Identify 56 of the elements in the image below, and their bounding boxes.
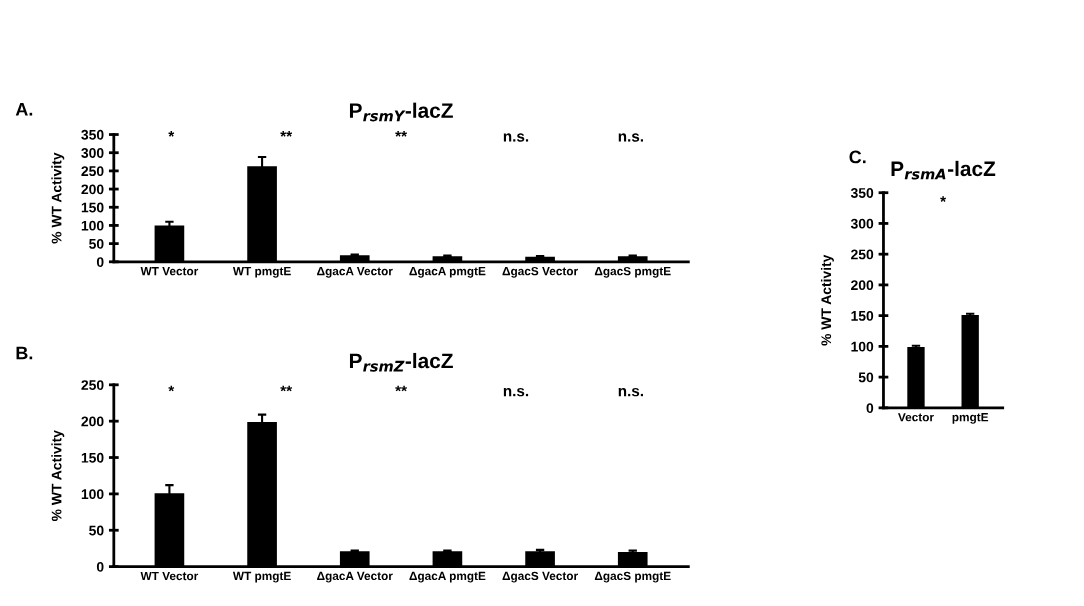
y-tick-label: 200 xyxy=(851,280,874,291)
y-tick-label: 100 xyxy=(81,220,104,231)
y-axis-title: % WT Activity xyxy=(820,254,834,346)
x-tick-label: WT pmgtE xyxy=(232,571,291,583)
y-tick-label: 350 xyxy=(81,129,104,140)
annotation: * xyxy=(940,196,947,202)
x-tick-label: ΔgacA pmgtE xyxy=(409,571,486,583)
x-tick-label: ΔgacS pmgtE xyxy=(594,266,671,278)
chart-title: P$_{rsmA}$-lacZ xyxy=(891,160,996,180)
annotation: ** xyxy=(280,131,293,137)
y-tick-label: 50 xyxy=(89,238,104,249)
y-tick-label: 250 xyxy=(81,380,104,390)
y-tick-label: 100 xyxy=(81,489,104,500)
annotation: n.s. xyxy=(503,133,529,142)
y-tick-label: 200 xyxy=(81,416,104,427)
y-tick-label: 50 xyxy=(89,525,104,536)
y-tick-label: 50 xyxy=(858,372,874,383)
x-tick-label: ΔgacS Vector xyxy=(502,571,578,583)
y-tick-label: 300 xyxy=(850,218,874,229)
text: C. xyxy=(849,150,866,164)
annotation: n.s. xyxy=(618,133,643,142)
y-tick-label: 150 xyxy=(851,310,874,321)
y-tick-label: 250 xyxy=(851,249,874,260)
x-tick-label: ΔgacA pmgtE xyxy=(409,267,486,278)
y-axis-title: % WT Activity xyxy=(51,152,65,244)
y-tick-label: 250 xyxy=(81,166,104,177)
annotation: ** xyxy=(395,131,408,137)
x-tick-label: ΔgacS Vector xyxy=(502,266,578,278)
annotation: n.s. xyxy=(503,387,529,397)
x-tick-label: ΔgacA Vector xyxy=(317,571,393,583)
y-tick-label: 0 xyxy=(866,403,874,414)
x-tick-label: WT Vector xyxy=(140,571,199,581)
text: A. xyxy=(15,103,33,116)
annotation: ** xyxy=(395,385,408,392)
chart-title: P$_{rsmZ}$-lacZ xyxy=(349,352,453,372)
x-tick-label: ΔgacS pmgtE xyxy=(594,571,671,583)
x-tick-label: pmgtE xyxy=(952,413,989,424)
y-tick-label: 200 xyxy=(81,184,104,195)
text: B. xyxy=(16,346,33,360)
x-tick-label: ΔgacA Vector xyxy=(317,267,393,278)
annotation: ** xyxy=(280,385,293,392)
y-tick-label: 150 xyxy=(81,202,104,213)
x-tick-label: Vector xyxy=(898,413,934,422)
annotation: n.s. xyxy=(618,387,643,397)
chart-title: P$_{rsmY}$-lacZ xyxy=(349,102,453,122)
y-tick-label: 150 xyxy=(81,452,104,463)
annotation: * xyxy=(168,385,175,392)
y-tick-label: 350 xyxy=(850,188,874,198)
x-tick-label: WT Vector xyxy=(140,267,199,276)
annotation: * xyxy=(168,131,175,137)
y-axis-title: % WT Activity xyxy=(51,430,65,522)
y-tick-label: 0 xyxy=(96,561,104,572)
y-tick-label: 0 xyxy=(96,257,104,267)
y-tick-label: 300 xyxy=(81,148,104,158)
x-tick-label: WT pmgtE xyxy=(232,267,291,278)
y-tick-label: 100 xyxy=(851,341,874,352)
